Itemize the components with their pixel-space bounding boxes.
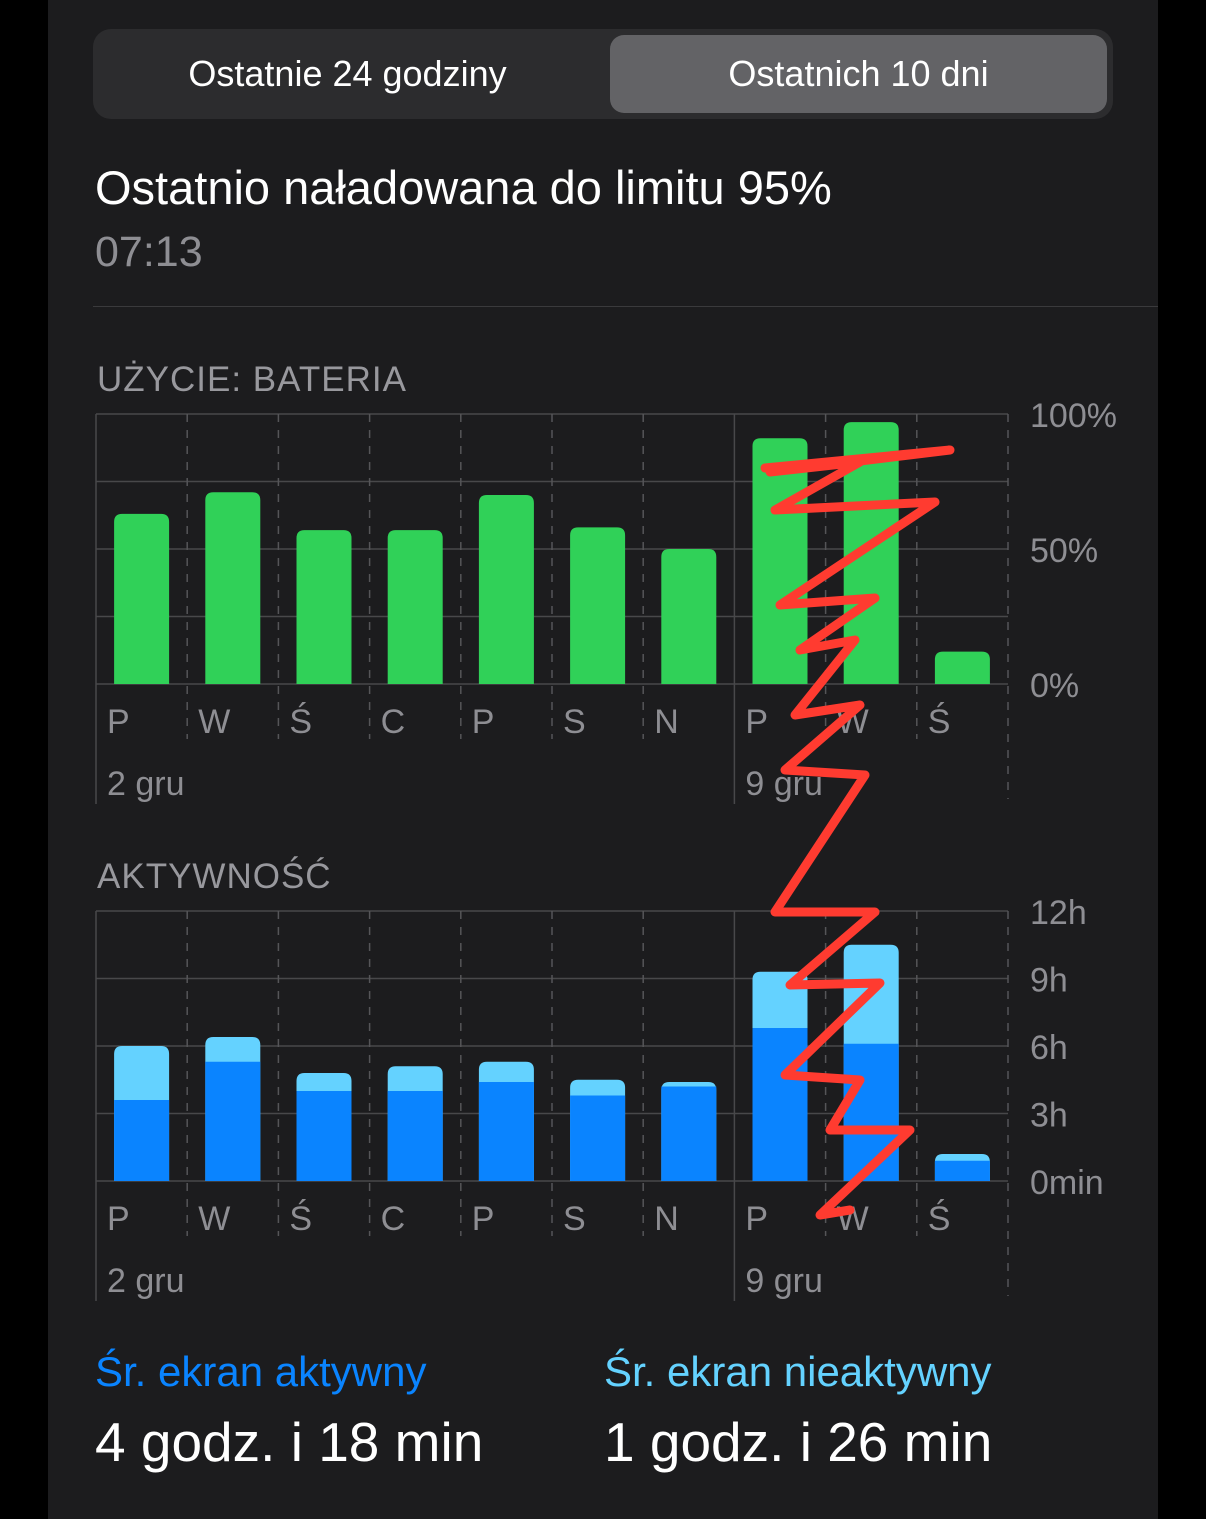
battery-bar [843, 422, 899, 684]
x-day-label: P [472, 703, 495, 741]
battery-bar [570, 527, 626, 684]
tab-last-10-days[interactable]: Ostatnich 10 dni [610, 35, 1107, 113]
tab-last-24-hours[interactable]: Ostatnie 24 godziny [188, 53, 507, 94]
x-day-label: S [563, 1200, 586, 1238]
x-day-label: W [837, 1200, 869, 1238]
avg-screen-off-value: 1 godz. i 26 min [604, 1411, 993, 1473]
x-day-label: Ś [289, 1199, 312, 1238]
y-tick-label: 6h [1030, 1029, 1068, 1067]
screen-on-bar [752, 1028, 808, 1181]
battery-bar [205, 492, 261, 684]
x-day-label: N [654, 1200, 679, 1238]
screen-on-bar [661, 1086, 717, 1181]
x-day-label: Ś [928, 1199, 951, 1238]
battery-usage-heading: UŻYCIE: BATERIA [97, 360, 407, 399]
avg-screen-on-label: Śr. ekran aktywny [95, 1348, 427, 1395]
x-day-label: C [381, 703, 406, 741]
y-tick-label: 0min [1030, 1164, 1104, 1202]
battery-bar [661, 549, 717, 684]
x-day-label: C [381, 1200, 406, 1238]
battery-bar [478, 495, 534, 684]
screen-on-bar [387, 1091, 443, 1181]
x-day-label: S [563, 703, 586, 741]
y-tick-label: 50% [1030, 532, 1098, 570]
avg-screen-on-value: 4 godz. i 18 min [95, 1411, 484, 1473]
red-scribble-annotation [760, 445, 955, 1220]
x-day-label: Ś [928, 702, 951, 741]
x-day-label: P [745, 1200, 768, 1238]
x-day-label: P [745, 703, 768, 741]
screen-on-bar [934, 1160, 990, 1181]
x-day-label: W [198, 703, 230, 741]
battery-card [48, 0, 1158, 1519]
x-day-label: Ś [289, 702, 312, 741]
screen-on-bar [843, 1043, 899, 1181]
x-day-label: P [107, 703, 130, 741]
battery-bar [934, 651, 990, 684]
last-charged-title: Ostatnio naładowana do limitu 95% [95, 161, 832, 214]
y-tick-label: 12h [1030, 894, 1087, 932]
time-range-segmented-control: Ostatnie 24 godziny Ostatnich 10 dni [93, 29, 1113, 119]
screen-on-bar [114, 1100, 170, 1181]
battery-level-chart[interactable]: 100%50%0%P W Ś C P S N P W Ś2 gru 9 gru [95, 397, 1117, 804]
x-date-label: 2 gru [107, 1262, 185, 1300]
battery-bar [387, 530, 443, 684]
x-date-label: 9 gru [745, 1262, 823, 1300]
activity-heading: AKTYWNOŚĆ [97, 857, 332, 896]
screen-on-bar [570, 1095, 626, 1181]
y-tick-label: 9h [1030, 962, 1068, 1000]
battery-bar [114, 513, 170, 684]
x-day-label: N [654, 703, 679, 741]
y-tick-label: 100% [1030, 397, 1117, 435]
divider [93, 306, 1158, 307]
y-tick-label: 3h [1030, 1097, 1068, 1135]
battery-bar [296, 530, 352, 684]
x-date-label: 2 gru [107, 765, 185, 803]
activity-chart[interactable]: 12h 9h 6h 3h 0min P W Ś C P S N P W Ś 2 gru 9 gru [95, 894, 1104, 1301]
screen-on-bar [478, 1082, 534, 1181]
last-charged-time: 07:13 [95, 228, 203, 276]
x-day-label: P [107, 1200, 130, 1238]
screen-on-bar [296, 1091, 352, 1181]
x-day-label: W [198, 1200, 230, 1238]
avg-screen-off-label: Śr. ekran nieaktywny [604, 1348, 992, 1395]
x-day-label: P [472, 1200, 495, 1238]
y-tick-label: 0% [1030, 667, 1079, 705]
screen-on-bar [205, 1061, 261, 1181]
